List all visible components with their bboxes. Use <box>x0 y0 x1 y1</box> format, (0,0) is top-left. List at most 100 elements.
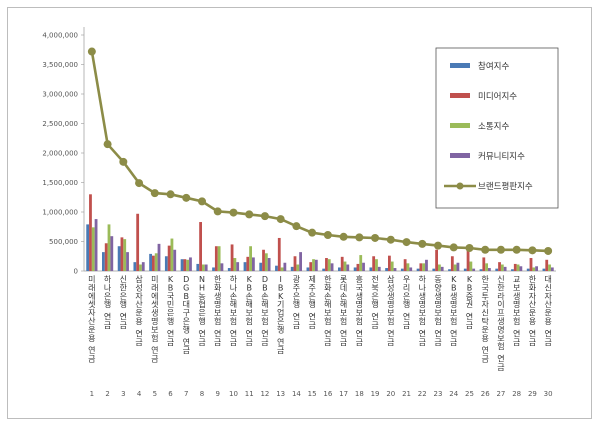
rank-label-27: 27 <box>496 390 505 398</box>
bar-1-13 <box>275 265 278 271</box>
bar-1-21 <box>400 268 404 271</box>
bar-3-17 <box>343 261 347 271</box>
bar-1-6 <box>164 256 168 271</box>
rank-label-17: 17 <box>339 390 348 398</box>
rank-label-25: 25 <box>465 390 474 398</box>
legend-swatch-4 <box>450 153 470 158</box>
bar-3-24 <box>453 264 457 271</box>
bar-4-10 <box>236 262 240 271</box>
legend-marker <box>456 182 464 190</box>
bar-3-26 <box>485 263 488 271</box>
brand-reputation-point-14 <box>292 222 301 231</box>
bar-3-3 <box>123 239 127 271</box>
rank-label-7: 7 <box>184 390 188 398</box>
bar-3-25 <box>469 261 473 271</box>
bar-3-19 <box>375 259 378 271</box>
bar-1-9 <box>212 267 215 271</box>
bar-1-25 <box>463 268 467 271</box>
rank-label-6: 6 <box>168 390 173 398</box>
bar-3-16 <box>327 259 331 271</box>
bar-2-10 <box>230 244 234 271</box>
bar-3-11 <box>249 246 252 271</box>
y-tick-label: 1,500,000 <box>42 179 78 187</box>
bar-1-16 <box>322 268 326 271</box>
brand-reputation-point-10 <box>229 208 238 217</box>
bar-4-30 <box>550 267 554 271</box>
bar-2-1 <box>89 194 92 271</box>
rank-label-9: 9 <box>215 390 219 398</box>
bar-1-22 <box>416 268 420 271</box>
brand-reputation-point-6 <box>166 190 175 199</box>
bar-2-21 <box>403 259 407 271</box>
bar-2-20 <box>388 255 391 271</box>
bar-1-14 <box>290 266 294 271</box>
brand-reputation-point-23 <box>434 241 442 250</box>
rank-label-11: 11 <box>245 390 254 398</box>
bar-3-27 <box>500 264 504 271</box>
brand-reputation-point-3 <box>119 157 128 166</box>
bar-3-9 <box>217 246 221 271</box>
bar-3-7 <box>186 259 190 271</box>
brand-reputation-point-7 <box>182 193 191 202</box>
rank-label-14: 14 <box>292 390 301 398</box>
bar-3-18 <box>359 255 363 271</box>
rank-label-8: 8 <box>200 390 204 398</box>
brand-reputation-point-11 <box>245 210 254 219</box>
y-tick-label: 4,000,000 <box>42 32 78 40</box>
bar-2-18 <box>356 263 360 271</box>
legend-swatch-3 <box>450 123 470 128</box>
rank-label-23: 23 <box>434 390 443 398</box>
bar-4-9 <box>220 263 224 271</box>
bar-4-6 <box>173 249 177 271</box>
bar-4-3 <box>126 252 129 271</box>
bar-1-3 <box>117 246 121 271</box>
bar-4-8 <box>204 264 208 271</box>
bar-4-7 <box>189 257 192 271</box>
bar-2-24 <box>450 256 454 271</box>
bar-2-22 <box>419 263 423 271</box>
bar-1-8 <box>196 263 200 271</box>
rank-label-4: 4 <box>137 390 142 398</box>
bar-1-5 <box>149 253 152 271</box>
bar-3-14 <box>296 264 300 271</box>
bar-2-16 <box>325 258 328 271</box>
brand-reputation-point-22 <box>418 239 427 248</box>
y-tick-label: 3,500,000 <box>42 61 78 69</box>
rank-label-18: 18 <box>355 390 364 398</box>
bar-1-29 <box>526 268 530 271</box>
brand-reputation-point-27 <box>496 245 505 254</box>
bar-3-30 <box>548 264 551 271</box>
brand-reputation-point-30 <box>544 246 553 255</box>
rank-label-12: 12 <box>260 390 269 398</box>
bar-2-9 <box>214 246 218 271</box>
legend-label-5: 브랜드평판지수 <box>478 181 533 192</box>
brand-reputation-point-25 <box>465 243 474 252</box>
rank-label-26: 26 <box>481 390 490 398</box>
bar-4-4 <box>141 262 145 271</box>
bar-3-6 <box>170 238 174 271</box>
bar-1-15 <box>306 267 310 271</box>
brand-reputation-point-17 <box>339 232 348 241</box>
bar-4-1 <box>94 219 98 271</box>
bar-4-21 <box>409 267 413 271</box>
bar-2-27 <box>498 262 501 271</box>
legend-swatch-2 <box>450 93 470 98</box>
